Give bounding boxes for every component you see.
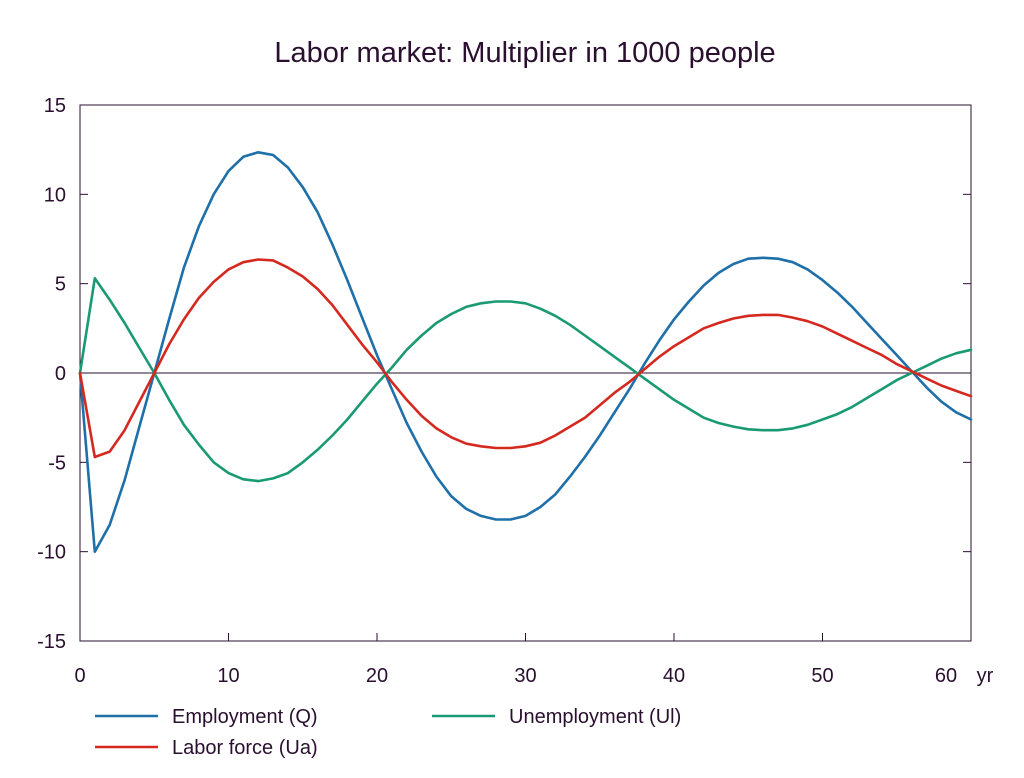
x-tick-label: 10	[217, 665, 239, 687]
chart-title: Labor market: Multiplier in 1000 people	[274, 37, 775, 69]
y-tick-label: 15	[44, 95, 66, 117]
y-tick-label: -15	[37, 631, 66, 653]
tick-labels: -15 -10 -5 0 5 10 15 0 10 20 30 40 50 60 yr	[37, 95, 994, 687]
legend-label-1: Employment (Q)	[172, 706, 318, 728]
legend: Employment (Q) Unemployment (Ul) Labor for…	[95, 706, 681, 759]
y-tick-label: 10	[44, 184, 66, 206]
y-tick-label: -5	[48, 452, 66, 474]
x-tick-label: 0	[74, 665, 85, 687]
y-tick-label: 5	[55, 274, 66, 296]
x-tick-label: 30	[514, 665, 536, 687]
x-tick-label: 50	[811, 665, 833, 687]
legend-label-2: Unemployment (Ul)	[509, 706, 681, 728]
legend-label-3: Labor force (Ua)	[172, 737, 318, 759]
y-tick-label: 0	[55, 363, 66, 385]
x-tick-label: 40	[663, 665, 685, 687]
series-lines	[78, 151, 973, 554]
x-axis-unit: yr	[977, 665, 994, 687]
x-tick-label: 60	[935, 665, 957, 687]
series-line-1	[78, 151, 973, 554]
y-tick-label: -10	[37, 542, 66, 564]
x-tick-label: 20	[366, 665, 388, 687]
series-line-2	[78, 276, 973, 483]
series-line-3	[78, 258, 973, 459]
